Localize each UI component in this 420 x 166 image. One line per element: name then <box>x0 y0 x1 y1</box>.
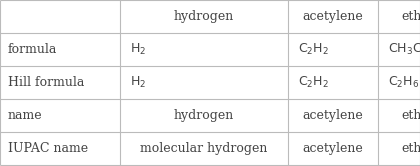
Text: formula: formula <box>8 43 58 56</box>
Text: acetylene: acetylene <box>303 109 363 122</box>
Text: name: name <box>8 109 42 122</box>
Text: $\mathrm{H}_{2}$: $\mathrm{H}_{2}$ <box>130 75 146 90</box>
Text: acetylene: acetylene <box>303 10 363 23</box>
Text: $\mathrm{H}_{2}$: $\mathrm{H}_{2}$ <box>130 42 146 57</box>
Text: ethane: ethane <box>402 142 420 155</box>
Text: acetylene: acetylene <box>303 142 363 155</box>
Text: molecular hydrogen: molecular hydrogen <box>140 142 268 155</box>
Text: hydrogen: hydrogen <box>174 109 234 122</box>
Text: hydrogen: hydrogen <box>174 10 234 23</box>
Text: ethane: ethane <box>402 109 420 122</box>
Text: ethane: ethane <box>402 10 420 23</box>
Text: IUPAC name: IUPAC name <box>8 142 88 155</box>
Text: Hill formula: Hill formula <box>8 76 84 89</box>
Text: $\mathrm{C}_{2}\mathrm{H}_{6}$: $\mathrm{C}_{2}\mathrm{H}_{6}$ <box>388 75 419 90</box>
Text: $\mathrm{C}_{2}\mathrm{H}_{2}$: $\mathrm{C}_{2}\mathrm{H}_{2}$ <box>298 75 329 90</box>
Text: $\mathrm{C}_{2}\mathrm{H}_{2}$: $\mathrm{C}_{2}\mathrm{H}_{2}$ <box>298 42 329 57</box>
Text: $\mathrm{CH}_{3}\mathrm{CH}_{3}$: $\mathrm{CH}_{3}\mathrm{CH}_{3}$ <box>388 42 420 57</box>
